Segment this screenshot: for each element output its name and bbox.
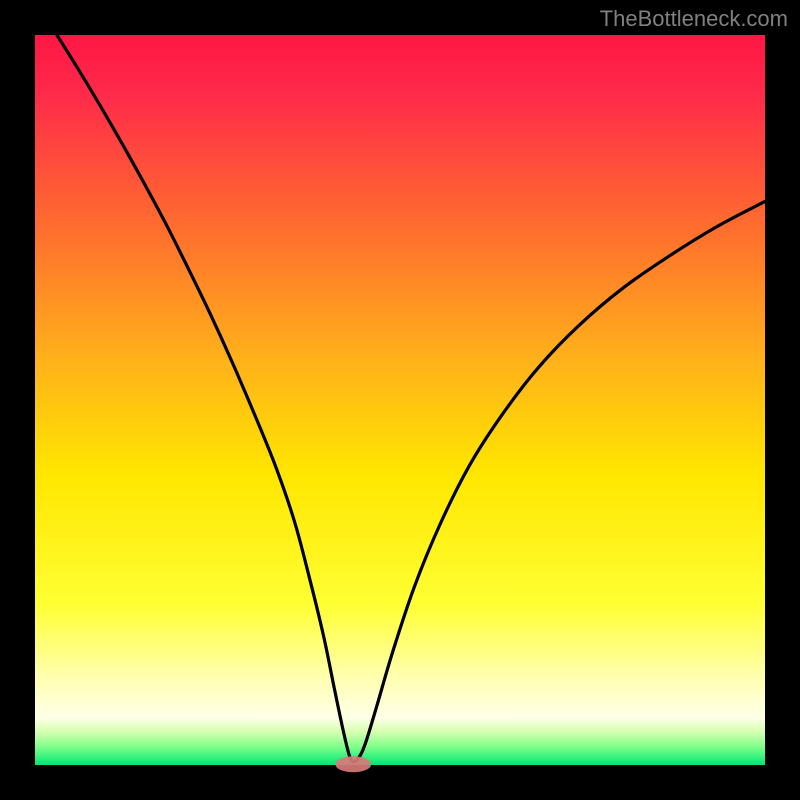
watermark-text: TheBottleneck.com: [600, 6, 788, 32]
bottleneck-chart: TheBottleneck.com: [0, 0, 800, 800]
chart-canvas: [0, 0, 800, 800]
optimal-point-marker: [335, 756, 371, 772]
plot-background: [35, 35, 765, 765]
